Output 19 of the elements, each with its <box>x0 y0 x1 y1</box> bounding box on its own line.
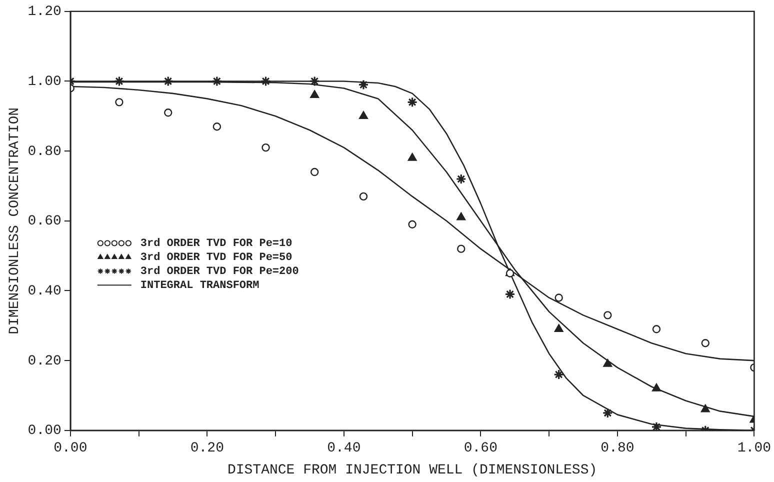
y-tick-label: 1.20 <box>28 4 62 20</box>
y-tick-label: 1.00 <box>28 74 62 90</box>
y-tick-label: 0.40 <box>28 283 62 300</box>
legend-label: INTEGRAL TRANSFORM <box>140 280 260 292</box>
x-axis-title: DISTANCE FROM INJECTION WELL (DIMENSIONLESS) <box>227 462 598 478</box>
legend-label: 3rd ORDER TVD FOR Pe=200 <box>140 266 299 278</box>
x-tick-label: 0.40 <box>327 440 361 457</box>
x-tick-label: 0.80 <box>600 440 634 457</box>
legend-label: 3rd ORDER TVD FOR Pe=10 <box>140 238 292 250</box>
y-tick-label: 0.00 <box>28 423 62 440</box>
y-tick-label: 0.80 <box>28 144 62 160</box>
x-tick-label: 0.60 <box>464 440 498 457</box>
y-tick-label: 0.60 <box>28 214 62 230</box>
x-tick-label: 0.00 <box>54 440 88 457</box>
legend-label: 3rd ORDER TVD FOR Pe=50 <box>140 252 292 264</box>
y-axis-title: DIMENSIONLESS CONCENTRATION <box>7 107 24 334</box>
y-tick-label: 0.20 <box>28 353 62 370</box>
x-tick-label: 1.00 <box>737 440 771 457</box>
x-tick-label: 0.20 <box>190 440 224 457</box>
